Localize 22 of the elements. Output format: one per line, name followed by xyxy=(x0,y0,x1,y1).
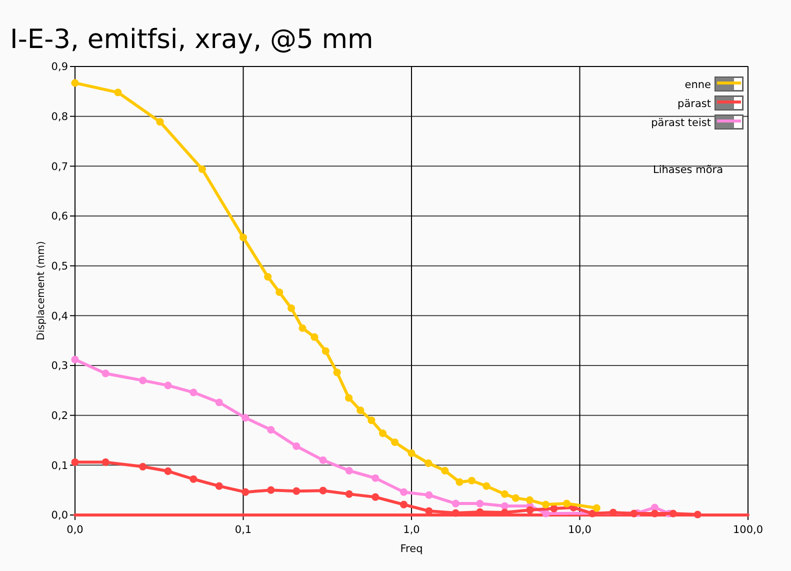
y-tick-label: 0,0 xyxy=(51,510,68,522)
x-tick-label: 1,0 xyxy=(403,524,420,536)
legend-label: pärast xyxy=(678,98,711,110)
y-axis-title: Displacement (mm) xyxy=(36,241,47,340)
x-tick-label: 0,1 xyxy=(234,524,252,536)
y-tick-label: 0,7 xyxy=(51,160,68,173)
y-tick-label: 0,4 xyxy=(51,310,68,322)
y-tick-label: 0,2 xyxy=(51,410,68,422)
x-tick-label: 100,0 xyxy=(732,524,764,536)
y-tick-label: 0,5 xyxy=(51,260,68,273)
y-tick-label: 0,6 xyxy=(51,210,68,223)
x-tick-label: 10,0 xyxy=(568,524,592,536)
y-tick-label: 0,8 xyxy=(51,111,68,124)
legend-label: pärast teist xyxy=(651,117,711,129)
y-tick-label: 0,1 xyxy=(51,460,68,472)
y-tick-label: 0,9 xyxy=(51,61,68,74)
annotation: Lihases mõra xyxy=(653,164,723,176)
legend-label: enne xyxy=(684,79,711,91)
x-axis-title: Freq xyxy=(400,543,423,555)
y-tick-label: 0,3 xyxy=(51,360,68,372)
chart-title: I-E-3, emitfsi, xray, @5 mm xyxy=(10,24,374,55)
x-tick-label: 0,0 xyxy=(66,524,84,536)
